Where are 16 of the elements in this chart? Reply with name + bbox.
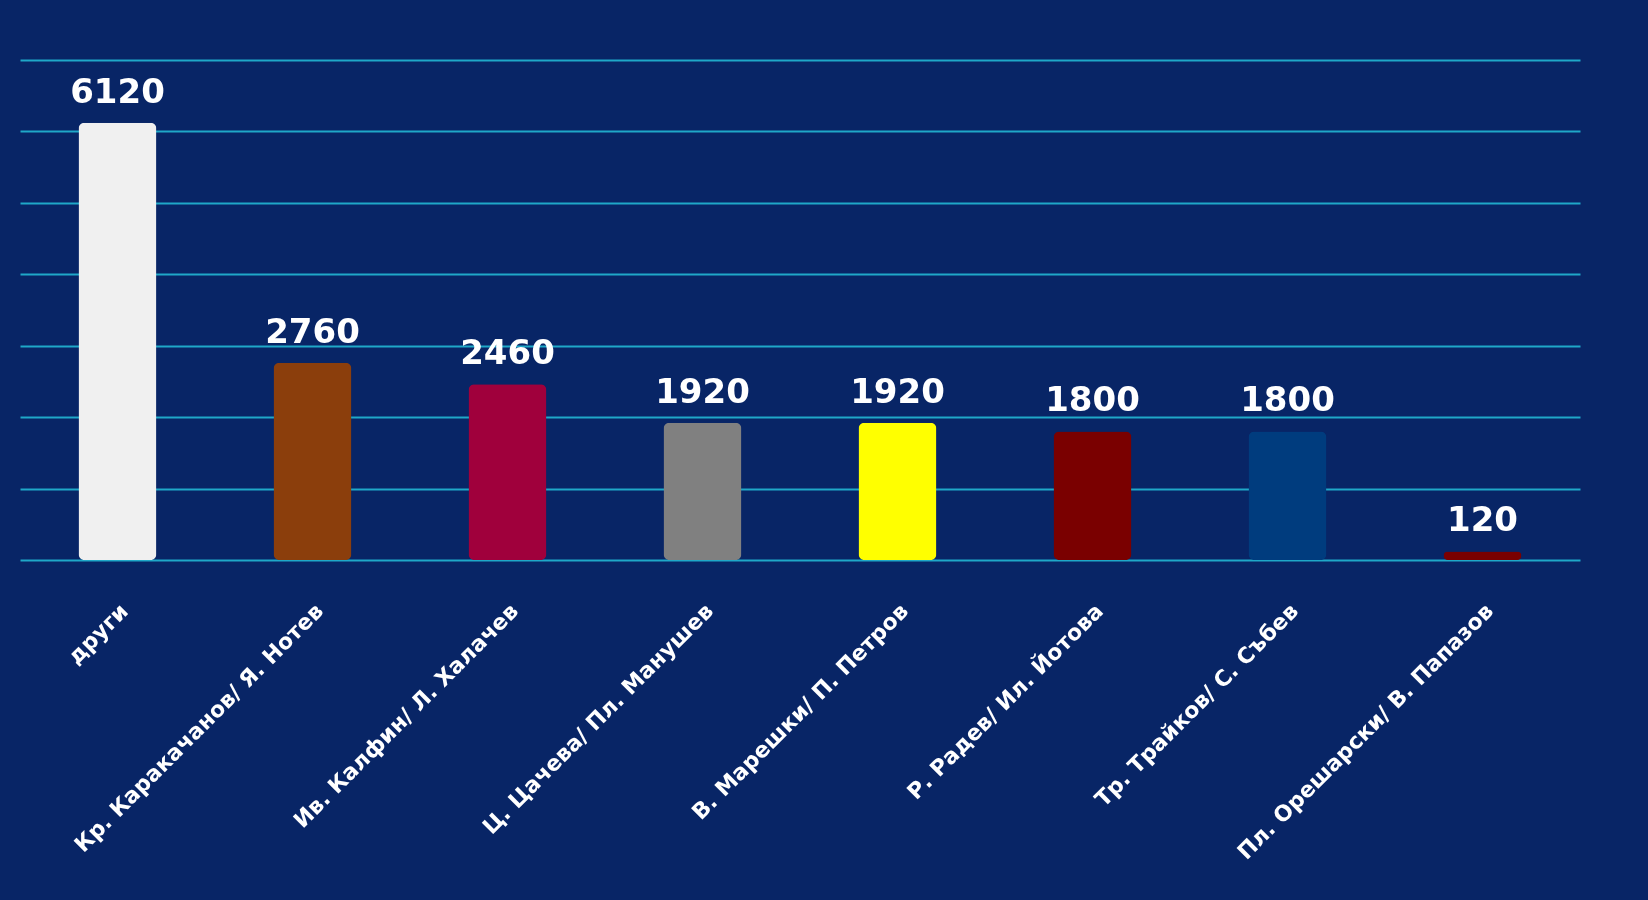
data-label: 2760 (265, 310, 360, 351)
data-label: 1800 (1240, 379, 1335, 420)
bar (468, 384, 547, 560)
data-label: 1920 (850, 370, 945, 411)
bar (273, 362, 352, 560)
bar (858, 422, 937, 560)
bar (663, 422, 742, 560)
bar (1443, 551, 1522, 560)
data-label: 6120 (70, 70, 165, 111)
data-label: 1920 (655, 370, 750, 411)
data-label: 1800 (1045, 379, 1140, 420)
bar (1248, 431, 1327, 560)
bar (78, 122, 157, 560)
data-label: 120 (1447, 499, 1518, 540)
data-label: 2460 (460, 332, 555, 373)
bar (1053, 431, 1132, 560)
